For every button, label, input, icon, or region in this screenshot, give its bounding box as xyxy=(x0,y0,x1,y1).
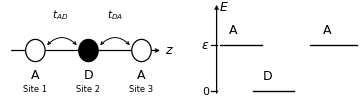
Text: $E$: $E$ xyxy=(219,1,229,14)
Text: A: A xyxy=(31,69,40,82)
Text: Site 3: Site 3 xyxy=(130,85,153,94)
Text: D: D xyxy=(84,69,93,82)
Text: $0$: $0$ xyxy=(202,85,210,97)
Text: A: A xyxy=(322,24,331,37)
Text: $z$: $z$ xyxy=(165,44,174,57)
Text: D: D xyxy=(262,70,272,83)
Text: Site 2: Site 2 xyxy=(77,85,100,94)
Text: $\varepsilon$: $\varepsilon$ xyxy=(201,39,209,52)
Text: $t_{DA}$: $t_{DA}$ xyxy=(107,8,123,22)
Text: A: A xyxy=(229,24,237,37)
Ellipse shape xyxy=(26,39,45,62)
Ellipse shape xyxy=(132,39,151,62)
FancyArrowPatch shape xyxy=(101,38,129,44)
Text: $t_{AD}$: $t_{AD}$ xyxy=(52,8,68,22)
FancyArrowPatch shape xyxy=(48,38,76,44)
Text: Site 1: Site 1 xyxy=(23,85,47,94)
Ellipse shape xyxy=(79,39,98,62)
Text: A: A xyxy=(137,69,146,82)
